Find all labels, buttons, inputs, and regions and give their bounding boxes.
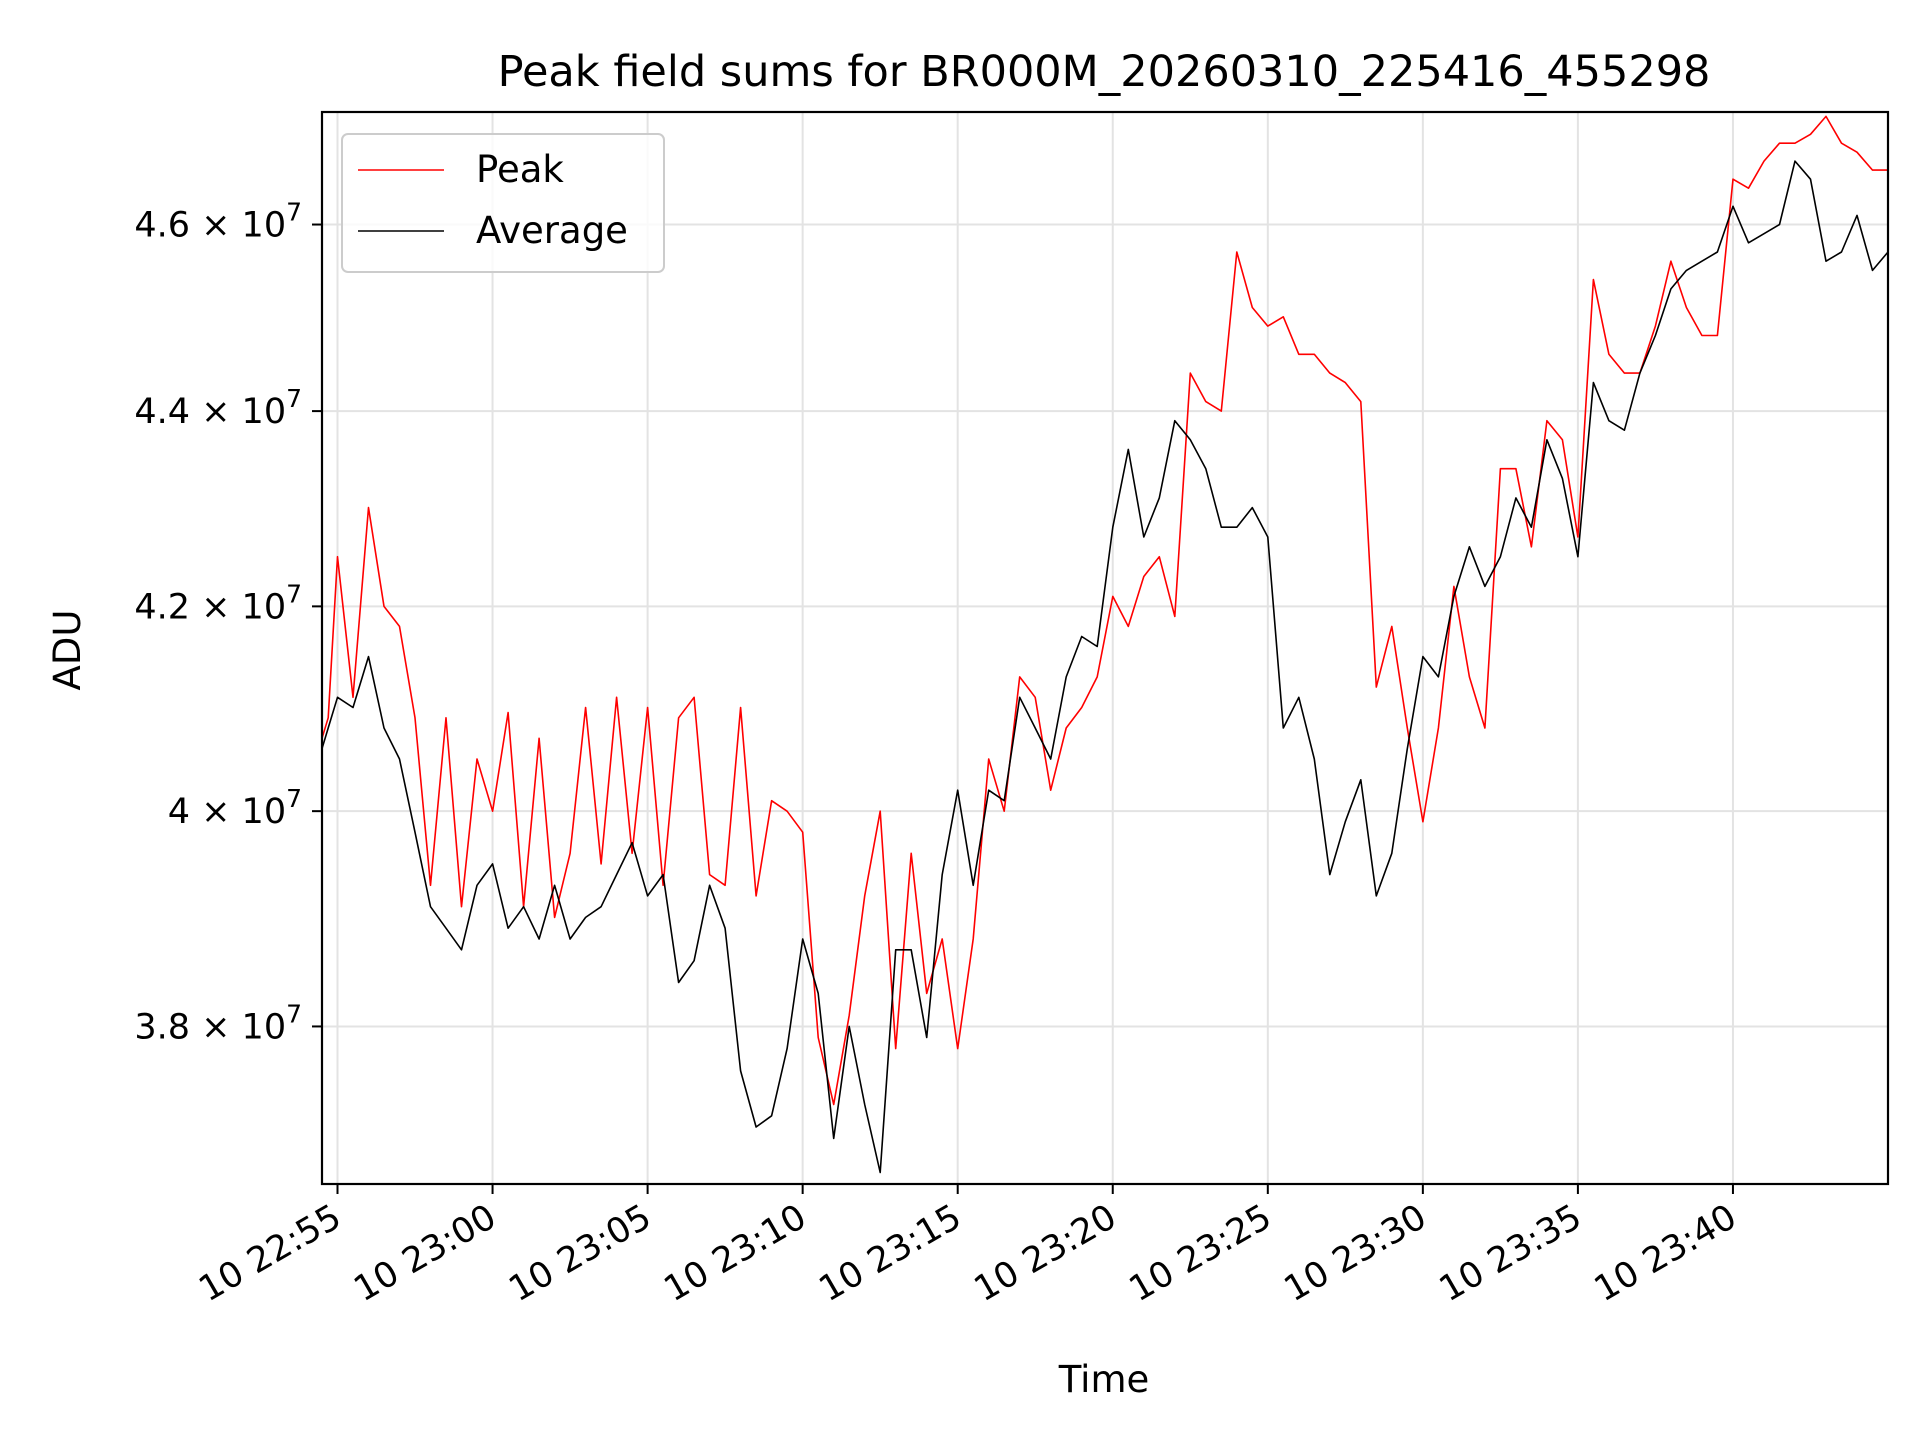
- grid: [322, 112, 1888, 1184]
- y-tick-label: 4.6 × 107: [134, 198, 302, 246]
- x-axis-label: Time: [1058, 1358, 1150, 1401]
- legend-box: [341, 133, 665, 273]
- y-axis-ticks: 3.8 × 107 4 × 107 4.2 × 107 4.4 × 107 4.6 × …: [134, 198, 322, 1047]
- y-tick-label: 4.2 × 107: [134, 579, 302, 627]
- plot-frame: [320, 110, 1890, 1186]
- plot-lines: [321, 115, 1889, 1174]
- y-tick-label: 4 × 107: [168, 784, 302, 832]
- chart-title: Peak field sums for BR000M_20260310_2254…: [498, 47, 1711, 97]
- legend: Peak Average: [341, 133, 665, 273]
- series-line-peak: [321, 115, 1888, 1106]
- y-tick-label: 4.4 × 107: [134, 384, 302, 432]
- series-line-average: [321, 160, 1889, 1174]
- y-axis-label: ADU: [46, 610, 89, 691]
- y-tick-label: 3.8 × 107: [134, 999, 302, 1047]
- legend-average-label: Average: [476, 209, 628, 252]
- legend-peak-label: Peak: [476, 148, 564, 191]
